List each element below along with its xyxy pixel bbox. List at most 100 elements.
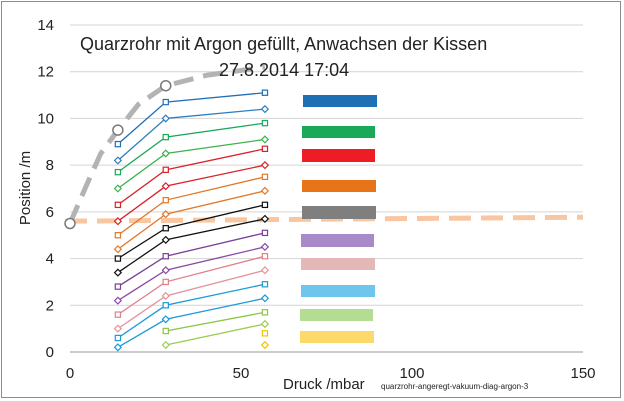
data-point (261, 281, 269, 288)
series-10 (113, 214, 270, 277)
data-point (113, 245, 123, 254)
chart-subtitle: 27.8.2014 17:04 (219, 60, 349, 80)
legend-swatch-8 (301, 285, 375, 297)
gridlines (70, 24, 583, 353)
data-point (261, 309, 269, 316)
legend-swatch-6 (301, 234, 374, 247)
y-tick-label: 4 (46, 251, 54, 268)
series-line (165, 323, 266, 346)
data-point (260, 340, 270, 350)
data-point (162, 302, 169, 309)
data-point (261, 229, 269, 237)
data-point (161, 114, 170, 123)
legend-swatch-9 (300, 309, 373, 321)
series-7 (114, 173, 269, 239)
data-point (114, 255, 122, 262)
data-point (162, 225, 169, 232)
legend-swatch-2 (302, 126, 375, 138)
legend-swatch-3 (302, 149, 375, 162)
series-2 (113, 104, 270, 165)
data-point (113, 296, 123, 305)
data-point (161, 149, 170, 158)
data-point (260, 319, 270, 329)
x-axis-label: Druck /mbar (283, 376, 365, 393)
series-12 (113, 242, 270, 305)
series-9 (114, 201, 269, 262)
series-5 (114, 145, 269, 209)
y-tick-label: 12 (37, 64, 54, 81)
series-13 (114, 253, 269, 318)
envelope-marker (64, 217, 76, 230)
data-point (260, 160, 270, 170)
data-point (114, 334, 122, 342)
series-6 (113, 160, 270, 226)
series-17 (162, 309, 269, 335)
x-tick-label: 150 (570, 365, 595, 382)
series-8 (113, 186, 270, 254)
data-point (161, 235, 170, 245)
envelope-curve (64, 64, 266, 230)
legend-swatches (300, 95, 377, 343)
data-point (114, 232, 122, 239)
data-point (161, 266, 170, 275)
y-tick-label: 6 (46, 204, 54, 221)
legend-swatch-1 (303, 95, 377, 107)
data-point (261, 201, 269, 209)
reference-line (64, 214, 584, 224)
series-group (113, 89, 270, 352)
data-point (261, 89, 269, 96)
data-point (162, 98, 169, 106)
legend-swatch-5 (302, 206, 376, 219)
legend-swatch-10 (300, 331, 374, 343)
data-point (114, 283, 122, 290)
data-point (162, 278, 169, 286)
data-point (113, 184, 123, 193)
data-point (113, 343, 123, 352)
series-line (117, 176, 266, 236)
x-tick-label: 100 (399, 365, 424, 382)
data-point (114, 140, 122, 148)
data-point (161, 210, 170, 219)
data-point (260, 266, 270, 275)
data-point (261, 253, 269, 260)
data-point (260, 104, 270, 114)
series-line (117, 164, 266, 222)
data-point (260, 135, 270, 144)
data-point (162, 253, 169, 260)
tick-labels: 0 2 4 6 8 10 12 14 0 50 100 150 (37, 17, 595, 382)
data-point (162, 327, 169, 335)
data-point (113, 268, 123, 277)
data-point (260, 294, 270, 303)
data-point (113, 156, 123, 165)
data-point (260, 186, 270, 195)
reference-dashed-line (64, 214, 584, 224)
y-tick-label: 0 (46, 344, 54, 361)
series-20 (260, 340, 270, 350)
series-line (117, 246, 266, 302)
legend-swatch-4 (302, 180, 376, 192)
data-point (161, 340, 170, 350)
series-line (165, 311, 266, 332)
data-point (161, 315, 170, 324)
series-16 (113, 294, 270, 352)
series-line (117, 108, 266, 161)
envelope-line (67, 64, 266, 225)
series-line (117, 255, 266, 316)
series-line (117, 283, 266, 339)
data-point (113, 324, 123, 333)
data-point (261, 330, 269, 337)
series-3 (114, 119, 269, 176)
data-point (114, 168, 122, 176)
series-14 (113, 266, 270, 333)
series-15 (114, 281, 269, 342)
chart-title: Quarzrohr mit Argon gefüllt, Anwachsen d… (80, 34, 487, 54)
y-tick-label: 14 (37, 17, 54, 34)
data-point (162, 196, 169, 204)
envelope-marker (112, 124, 124, 136)
data-point (113, 217, 123, 226)
data-point (260, 214, 270, 224)
y-tick-label: 8 (46, 157, 54, 174)
data-point (261, 119, 269, 127)
